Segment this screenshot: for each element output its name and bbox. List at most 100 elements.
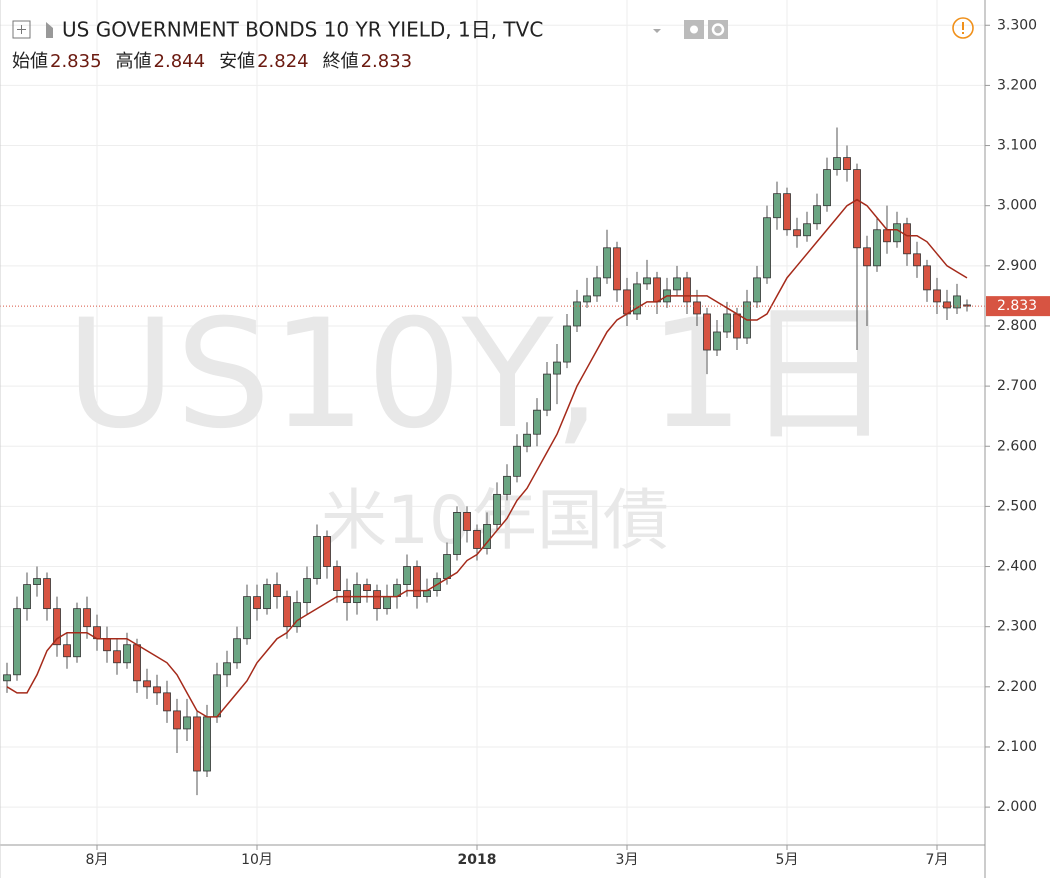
candle-body bbox=[283, 596, 291, 628]
legend-label: 終値 bbox=[323, 51, 359, 72]
candle-body bbox=[483, 524, 491, 549]
candle-body bbox=[123, 644, 131, 664]
gear-icon bbox=[711, 23, 725, 36]
candle-body bbox=[923, 265, 931, 291]
candle-body bbox=[563, 325, 571, 363]
candle-body bbox=[493, 493, 501, 525]
candle-body bbox=[213, 674, 221, 718]
alert-icon[interactable] bbox=[952, 17, 974, 39]
flag-icon bbox=[46, 22, 53, 38]
candle-body bbox=[873, 229, 881, 267]
candle-body bbox=[473, 530, 481, 549]
candle-body bbox=[533, 409, 541, 435]
x-tick-label: 2018 bbox=[458, 852, 497, 868]
candle-body bbox=[943, 301, 951, 309]
candle-body bbox=[83, 608, 91, 628]
candle-body bbox=[553, 361, 561, 375]
candle-body bbox=[603, 247, 611, 279]
x-tick-label: 7月 bbox=[926, 852, 949, 868]
candle-body bbox=[503, 475, 511, 495]
candle-body bbox=[863, 247, 871, 267]
x-tick-label: 8月 bbox=[86, 852, 109, 868]
dropdown-icon[interactable] bbox=[653, 29, 661, 33]
y-tick-label: 3.200 bbox=[997, 77, 1037, 93]
ohlc-legend: 始値 2.835 高値 2.844 安値 2.824 終値 2.833 bbox=[12, 51, 412, 72]
candle-body bbox=[323, 536, 331, 567]
candle-body bbox=[313, 536, 321, 579]
candle-body bbox=[63, 644, 71, 658]
candle-body bbox=[403, 566, 411, 585]
candle-body bbox=[443, 554, 451, 579]
candle-body bbox=[173, 710, 181, 730]
candle-body bbox=[233, 638, 241, 664]
candle-body bbox=[723, 313, 731, 333]
x-tick-label: 5月 bbox=[776, 852, 799, 868]
candle-body bbox=[773, 193, 781, 219]
candle-body bbox=[423, 590, 431, 598]
candle-body bbox=[33, 578, 41, 585]
candle-body bbox=[153, 686, 161, 694]
candle-body bbox=[3, 674, 11, 682]
x-tick-label: 10月 bbox=[241, 852, 273, 868]
y-tick-label: 2.100 bbox=[997, 739, 1037, 755]
candle-body bbox=[713, 331, 721, 351]
candle-body bbox=[43, 578, 51, 610]
candle-body bbox=[653, 277, 661, 303]
y-tick-label: 2.900 bbox=[997, 258, 1037, 274]
collapse-button[interactable] bbox=[12, 20, 31, 39]
last-price-label: 2.833 bbox=[997, 298, 1037, 314]
legend-label: 高値 bbox=[116, 51, 152, 72]
candle-body bbox=[813, 205, 821, 225]
candle-body bbox=[13, 608, 21, 676]
settings-button[interactable] bbox=[708, 20, 728, 39]
candle-body bbox=[573, 301, 581, 327]
x-tick-label: 3月 bbox=[616, 852, 639, 868]
candle-body bbox=[543, 373, 551, 411]
candle-body bbox=[413, 566, 421, 598]
chart-title: US GOVERNMENT BONDS 10 YR YIELD, 1日, TVC bbox=[62, 18, 543, 42]
y-tick-label: 2.200 bbox=[997, 679, 1037, 695]
y-tick-label: 3.100 bbox=[997, 138, 1037, 154]
candle-body bbox=[463, 512, 471, 531]
candle-body bbox=[23, 584, 31, 610]
y-tick-label: 2.400 bbox=[997, 559, 1037, 575]
candle-body bbox=[293, 602, 301, 628]
legend-label: 安値 bbox=[219, 51, 255, 72]
candle-body bbox=[193, 716, 201, 772]
candle-body bbox=[513, 445, 521, 477]
legend-value: 2.824 bbox=[257, 51, 309, 72]
candle-body bbox=[793, 229, 801, 237]
candle-body bbox=[363, 584, 371, 591]
candle-body bbox=[783, 193, 791, 231]
candle-body bbox=[693, 301, 701, 315]
candle-body bbox=[803, 223, 811, 237]
candle-body bbox=[263, 584, 271, 610]
y-tick-label: 2.600 bbox=[997, 438, 1037, 454]
candle-body bbox=[333, 566, 341, 591]
candle-body bbox=[223, 662, 231, 676]
candle-body bbox=[683, 277, 691, 303]
candle-body bbox=[823, 169, 831, 207]
candle-body bbox=[753, 277, 761, 303]
eye-icon bbox=[690, 25, 698, 34]
candle-body bbox=[833, 157, 841, 171]
candle-body bbox=[733, 313, 741, 339]
candle-body bbox=[623, 289, 631, 315]
candle-body bbox=[673, 277, 681, 291]
candle-body bbox=[303, 578, 311, 604]
moving-average-line bbox=[6, 198, 968, 718]
legend-value: 2.844 bbox=[154, 51, 206, 72]
toolbar-icons[interactable] bbox=[12, 17, 974, 39]
candle-body bbox=[53, 608, 61, 646]
candle-body bbox=[893, 223, 901, 243]
candle-body bbox=[843, 157, 851, 171]
candle-body bbox=[883, 229, 891, 243]
candle-body bbox=[853, 169, 861, 249]
y-tick-label: 2.000 bbox=[997, 799, 1037, 815]
candle-body bbox=[913, 253, 921, 267]
y-tick-label: 2.300 bbox=[997, 619, 1037, 635]
candle-body bbox=[643, 277, 651, 285]
candle-body bbox=[933, 289, 941, 303]
candle-body bbox=[453, 512, 461, 555]
candle-body bbox=[763, 217, 771, 279]
